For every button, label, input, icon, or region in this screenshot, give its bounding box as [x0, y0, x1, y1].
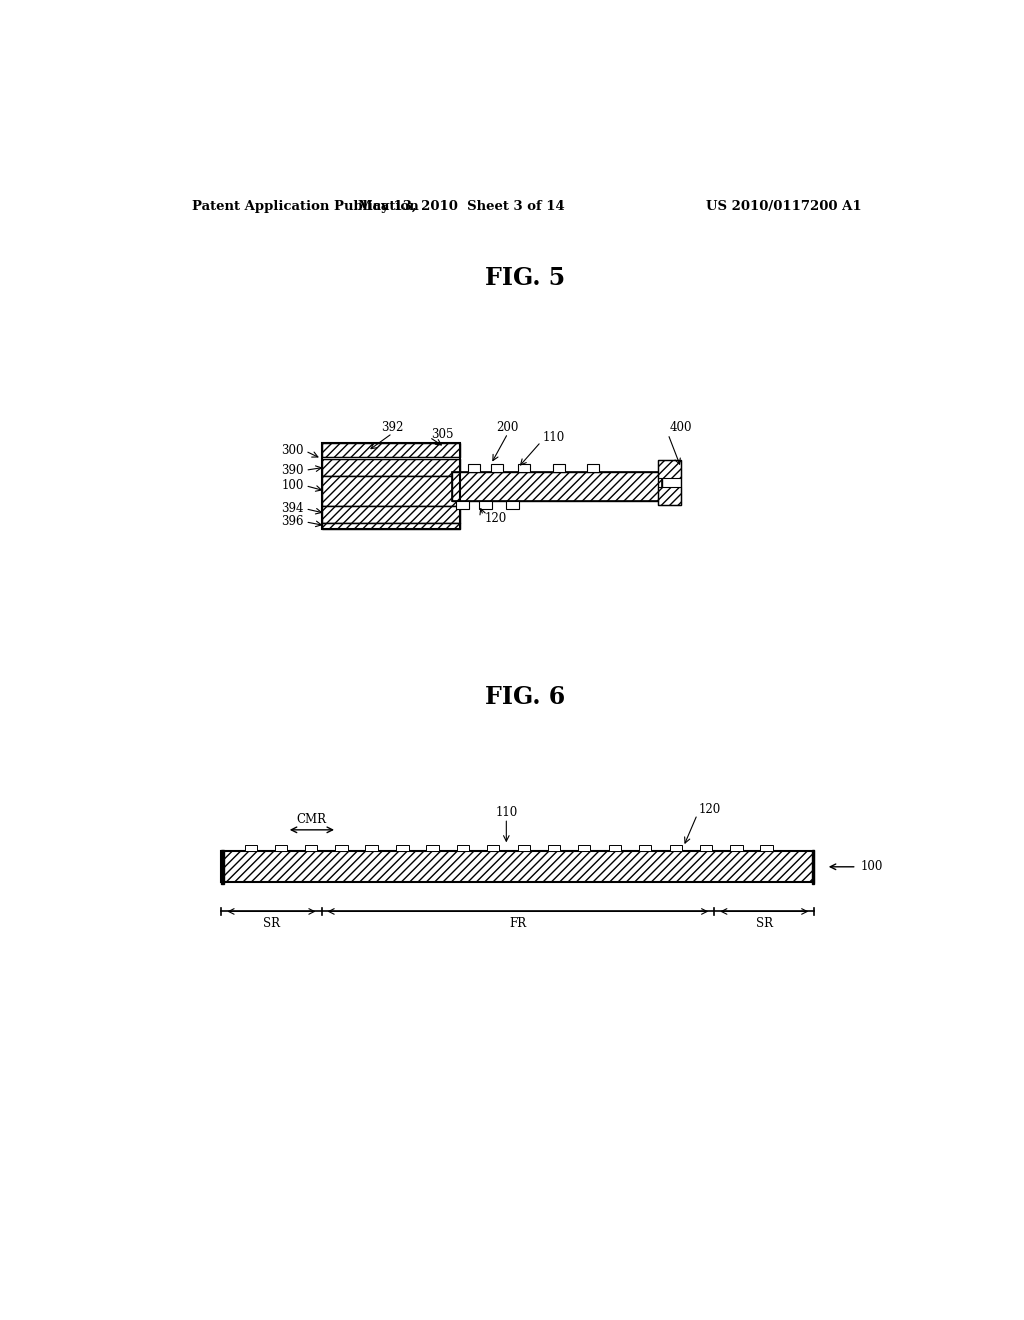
- Text: 300: 300: [282, 445, 304, 458]
- Bar: [336, 845, 348, 851]
- Text: 110: 110: [496, 807, 517, 820]
- Bar: [453, 471, 662, 502]
- Text: CMR: CMR: [297, 813, 327, 825]
- Text: SR: SR: [263, 917, 280, 931]
- Bar: [245, 845, 257, 851]
- Bar: [658, 461, 681, 478]
- Bar: [221, 851, 814, 882]
- Bar: [453, 471, 662, 502]
- Bar: [608, 845, 621, 851]
- Bar: [322, 477, 460, 506]
- Bar: [490, 465, 503, 471]
- Bar: [322, 444, 460, 529]
- Bar: [518, 465, 530, 471]
- Bar: [274, 845, 287, 851]
- Bar: [699, 845, 712, 851]
- Text: US 2010/0117200 A1: US 2010/0117200 A1: [707, 199, 862, 213]
- Bar: [304, 845, 316, 851]
- Text: 110: 110: [543, 432, 565, 445]
- Bar: [761, 845, 773, 851]
- Bar: [487, 845, 500, 851]
- Text: 305: 305: [431, 428, 454, 441]
- Bar: [506, 502, 518, 508]
- Text: 100: 100: [860, 861, 883, 874]
- Bar: [457, 845, 469, 851]
- Bar: [578, 845, 590, 851]
- Bar: [658, 461, 681, 504]
- Bar: [322, 506, 460, 523]
- Bar: [658, 487, 681, 506]
- Text: 200: 200: [497, 421, 519, 434]
- Bar: [548, 845, 560, 851]
- Text: 120: 120: [698, 803, 721, 816]
- Bar: [730, 845, 742, 851]
- Bar: [518, 845, 530, 851]
- Bar: [322, 457, 460, 459]
- Bar: [479, 502, 492, 508]
- Bar: [426, 845, 438, 851]
- Text: SR: SR: [756, 917, 773, 931]
- Text: 394: 394: [282, 502, 304, 515]
- Text: 396: 396: [282, 515, 304, 528]
- Text: 100: 100: [282, 479, 304, 492]
- Text: May 13, 2010  Sheet 3 of 14: May 13, 2010 Sheet 3 of 14: [358, 199, 565, 213]
- Text: Patent Application Publication: Patent Application Publication: [193, 199, 419, 213]
- Text: 392: 392: [381, 421, 403, 434]
- Bar: [670, 845, 682, 851]
- Text: FIG. 6: FIG. 6: [484, 685, 565, 709]
- Bar: [322, 459, 460, 477]
- Bar: [322, 444, 460, 457]
- Bar: [639, 845, 651, 851]
- Bar: [457, 502, 469, 508]
- Bar: [396, 845, 409, 851]
- Text: 390: 390: [282, 463, 304, 477]
- Bar: [221, 851, 814, 882]
- Text: FR: FR: [509, 917, 526, 931]
- Bar: [322, 523, 460, 529]
- Bar: [366, 845, 378, 851]
- Text: FIG. 5: FIG. 5: [484, 265, 565, 290]
- Text: 120: 120: [484, 512, 507, 525]
- Bar: [812, 850, 814, 884]
- Bar: [587, 465, 599, 471]
- Bar: [221, 850, 223, 884]
- Bar: [553, 465, 565, 471]
- Bar: [468, 465, 480, 471]
- Text: 400: 400: [670, 421, 692, 434]
